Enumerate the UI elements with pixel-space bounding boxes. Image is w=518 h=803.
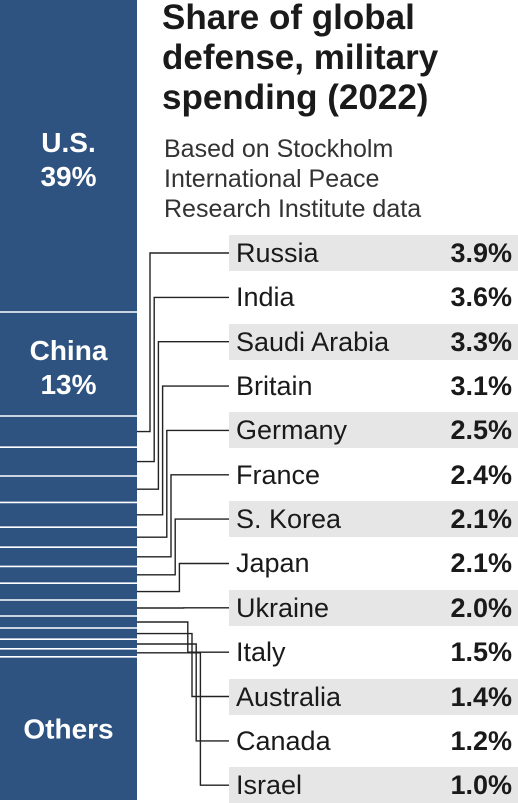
country-name: S. Korea <box>236 502 341 536</box>
country-row-italy: Italy 1.5% <box>229 634 518 670</box>
country-name: Italy <box>236 635 286 669</box>
bar-label-china: China <box>30 335 108 366</box>
country-name: Japan <box>236 546 310 580</box>
leader-line-saudi-arabia <box>137 342 229 490</box>
bar-segment-israel <box>0 649 137 657</box>
leader-line-britain <box>137 386 229 515</box>
leader-line-australia <box>137 634 229 697</box>
country-value: 1.4% <box>450 680 512 714</box>
country-name: Israel <box>236 768 302 802</box>
country-row-britain: Britain 3.1% <box>229 368 518 404</box>
bar-segment-canada <box>0 639 137 649</box>
bar-segment-italy <box>0 616 137 628</box>
leader-line-s-korea <box>137 519 229 575</box>
bar-segment-s-korea <box>0 566 137 583</box>
country-value: 3.1% <box>450 369 512 403</box>
chart-subtitle: Based on Stockholm International Peace R… <box>164 134 518 224</box>
leader-line-israel <box>137 653 229 785</box>
country-row-japan: Japan 2.1% <box>229 545 518 581</box>
country-row-saudi-arabia: Saudi Arabia 3.3% <box>229 324 518 360</box>
bar-segment-saudi-arabia <box>0 476 137 502</box>
country-row-israel: Israel 1.0% <box>229 767 518 803</box>
country-value: 3.9% <box>450 236 512 270</box>
country-row-germany: Germany 2.5% <box>229 412 518 448</box>
chart-subtitle-line: International Peace <box>164 164 518 194</box>
chart-subtitle-line: Based on Stockholm <box>164 134 518 164</box>
country-row-s-korea: S. Korea 2.1% <box>229 501 518 537</box>
country-name: Britain <box>236 369 313 403</box>
country-name: Canada <box>236 724 331 758</box>
country-value: 1.0% <box>450 768 512 802</box>
bar-value-china: 13% <box>40 369 96 400</box>
bar-segment-australia <box>0 628 137 639</box>
bar-segment-russia <box>0 416 137 447</box>
country-value: 2.1% <box>450 502 512 536</box>
bar-segment-india <box>0 447 137 476</box>
country-name: Saudi Arabia <box>236 325 389 359</box>
country-name: India <box>236 280 295 314</box>
country-name: Ukraine <box>236 591 329 625</box>
country-value: 3.6% <box>450 280 512 314</box>
leader-line-italy <box>137 622 229 652</box>
country-value: 3.3% <box>450 325 512 359</box>
country-row-france: France 2.4% <box>229 457 518 493</box>
country-name: Russia <box>236 236 319 270</box>
country-value: 2.4% <box>450 458 512 492</box>
leader-line-russia <box>137 253 229 432</box>
leader-line-india <box>137 297 229 461</box>
bar-segment-france <box>0 547 137 566</box>
chart-title-line: spending (2022) <box>162 78 518 118</box>
country-name: Australia <box>236 680 341 714</box>
country-row-india: India 3.6% <box>229 279 518 315</box>
bar-segment-britain <box>0 502 137 527</box>
country-value: 1.5% <box>450 635 512 669</box>
country-row-ukraine: Ukraine 2.0% <box>229 590 518 626</box>
country-row-australia: Australia 1.4% <box>229 679 518 715</box>
chart-title-line: defense, military <box>162 38 518 78</box>
country-row-canada: Canada 1.2% <box>229 723 518 759</box>
bar-segment-japan <box>0 583 137 600</box>
country-value: 2.0% <box>450 591 512 625</box>
chart-title-line: Share of global <box>162 0 518 38</box>
bar-segment-ukraine <box>0 600 137 616</box>
leader-line-france <box>137 475 229 557</box>
leader-line-canada <box>137 644 229 741</box>
country-value: 1.2% <box>450 724 512 758</box>
country-row-russia: Russia 3.9% <box>229 235 518 271</box>
bar-segment-germany <box>0 527 137 547</box>
country-value: 2.5% <box>450 413 512 447</box>
country-name: Germany <box>236 413 347 447</box>
leader-line-germany <box>137 430 229 537</box>
chart-title: Share of global defense, military spendi… <box>162 0 518 118</box>
country-value: 2.1% <box>450 546 512 580</box>
country-name: France <box>236 458 320 492</box>
bar-label-u-s: U.S. <box>41 127 95 158</box>
chart-subtitle-line: Research Institute data <box>164 194 518 224</box>
bar-value-u-s: 39% <box>40 161 96 192</box>
bar-label-others: Others <box>23 713 113 744</box>
leader-line-japan <box>137 564 229 592</box>
